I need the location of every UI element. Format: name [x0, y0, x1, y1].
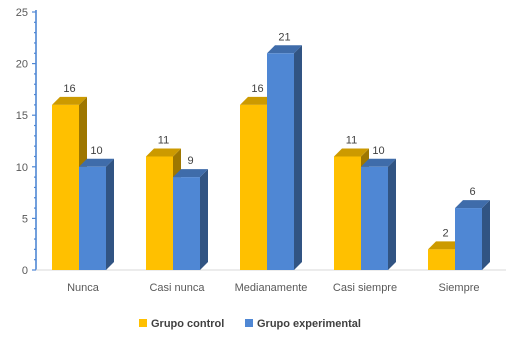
- data-label: 16: [251, 83, 263, 95]
- bar-side: [106, 158, 114, 270]
- bar-front: [455, 208, 482, 270]
- x-tick-label: Casi siempre: [333, 282, 397, 294]
- data-label: 2: [442, 227, 448, 239]
- bar-front: [240, 104, 267, 270]
- bar-top: [455, 200, 490, 209]
- bar-top: [267, 45, 302, 54]
- y-tick-label: 25: [16, 7, 28, 19]
- data-labels: 16 10 11 9 16 21 11 10 2 6: [63, 31, 475, 239]
- bar-front: [52, 104, 79, 270]
- x-tick-label: Casi nunca: [149, 282, 205, 294]
- data-label: 10: [372, 145, 384, 157]
- x-tick-label: Medianamente: [235, 282, 308, 294]
- bar: [173, 169, 208, 270]
- bar: [361, 158, 396, 270]
- legend: Grupo control Grupo experimental: [139, 318, 361, 330]
- data-label: 10: [90, 145, 102, 157]
- bar-top: [79, 158, 114, 167]
- bar-top: [361, 158, 396, 167]
- y-tick-label: 15: [16, 110, 28, 122]
- bar-side: [388, 158, 396, 270]
- x-tick-label: Siempre: [439, 282, 480, 294]
- data-label: 16: [63, 83, 75, 95]
- bar-front: [334, 156, 361, 270]
- legend-label: Grupo control: [151, 318, 224, 330]
- legend-swatch: [139, 319, 147, 327]
- bar-side: [482, 200, 490, 270]
- data-label: 21: [278, 31, 290, 43]
- bars: [52, 45, 490, 270]
- y-tick-label: 5: [22, 213, 28, 225]
- bar-front: [428, 249, 455, 270]
- data-label: 6: [469, 186, 475, 198]
- data-label: 11: [158, 134, 169, 146]
- bar-top: [146, 148, 181, 157]
- y-axis: 0 5 10 15 20 25: [16, 7, 37, 277]
- bar-front: [79, 166, 106, 270]
- data-label: 11: [346, 134, 357, 146]
- bar-front: [146, 156, 173, 270]
- bar: [267, 45, 302, 270]
- bar-front: [173, 177, 200, 270]
- bar: [79, 158, 114, 270]
- legend-swatch: [245, 319, 253, 327]
- bar-side: [200, 169, 208, 270]
- bar-top: [52, 96, 87, 105]
- bar-top: [428, 241, 463, 250]
- y-tick-label: 0: [22, 265, 28, 277]
- legend-label: Grupo experimental: [257, 318, 361, 330]
- bar-front: [267, 53, 294, 270]
- bar-top: [173, 169, 208, 178]
- bar-front: [361, 166, 388, 270]
- y-tick-label: 10: [16, 162, 28, 174]
- bar: [455, 200, 490, 270]
- bar-side: [294, 45, 302, 270]
- x-tick-label: Nunca: [67, 282, 100, 294]
- x-axis: Nunca Casi nunca Medianamente Casi siempre S…: [36, 269, 506, 294]
- y-tick-label: 20: [16, 59, 28, 71]
- bar-top: [334, 148, 369, 157]
- bar-top: [240, 96, 275, 105]
- data-label: 9: [187, 155, 193, 167]
